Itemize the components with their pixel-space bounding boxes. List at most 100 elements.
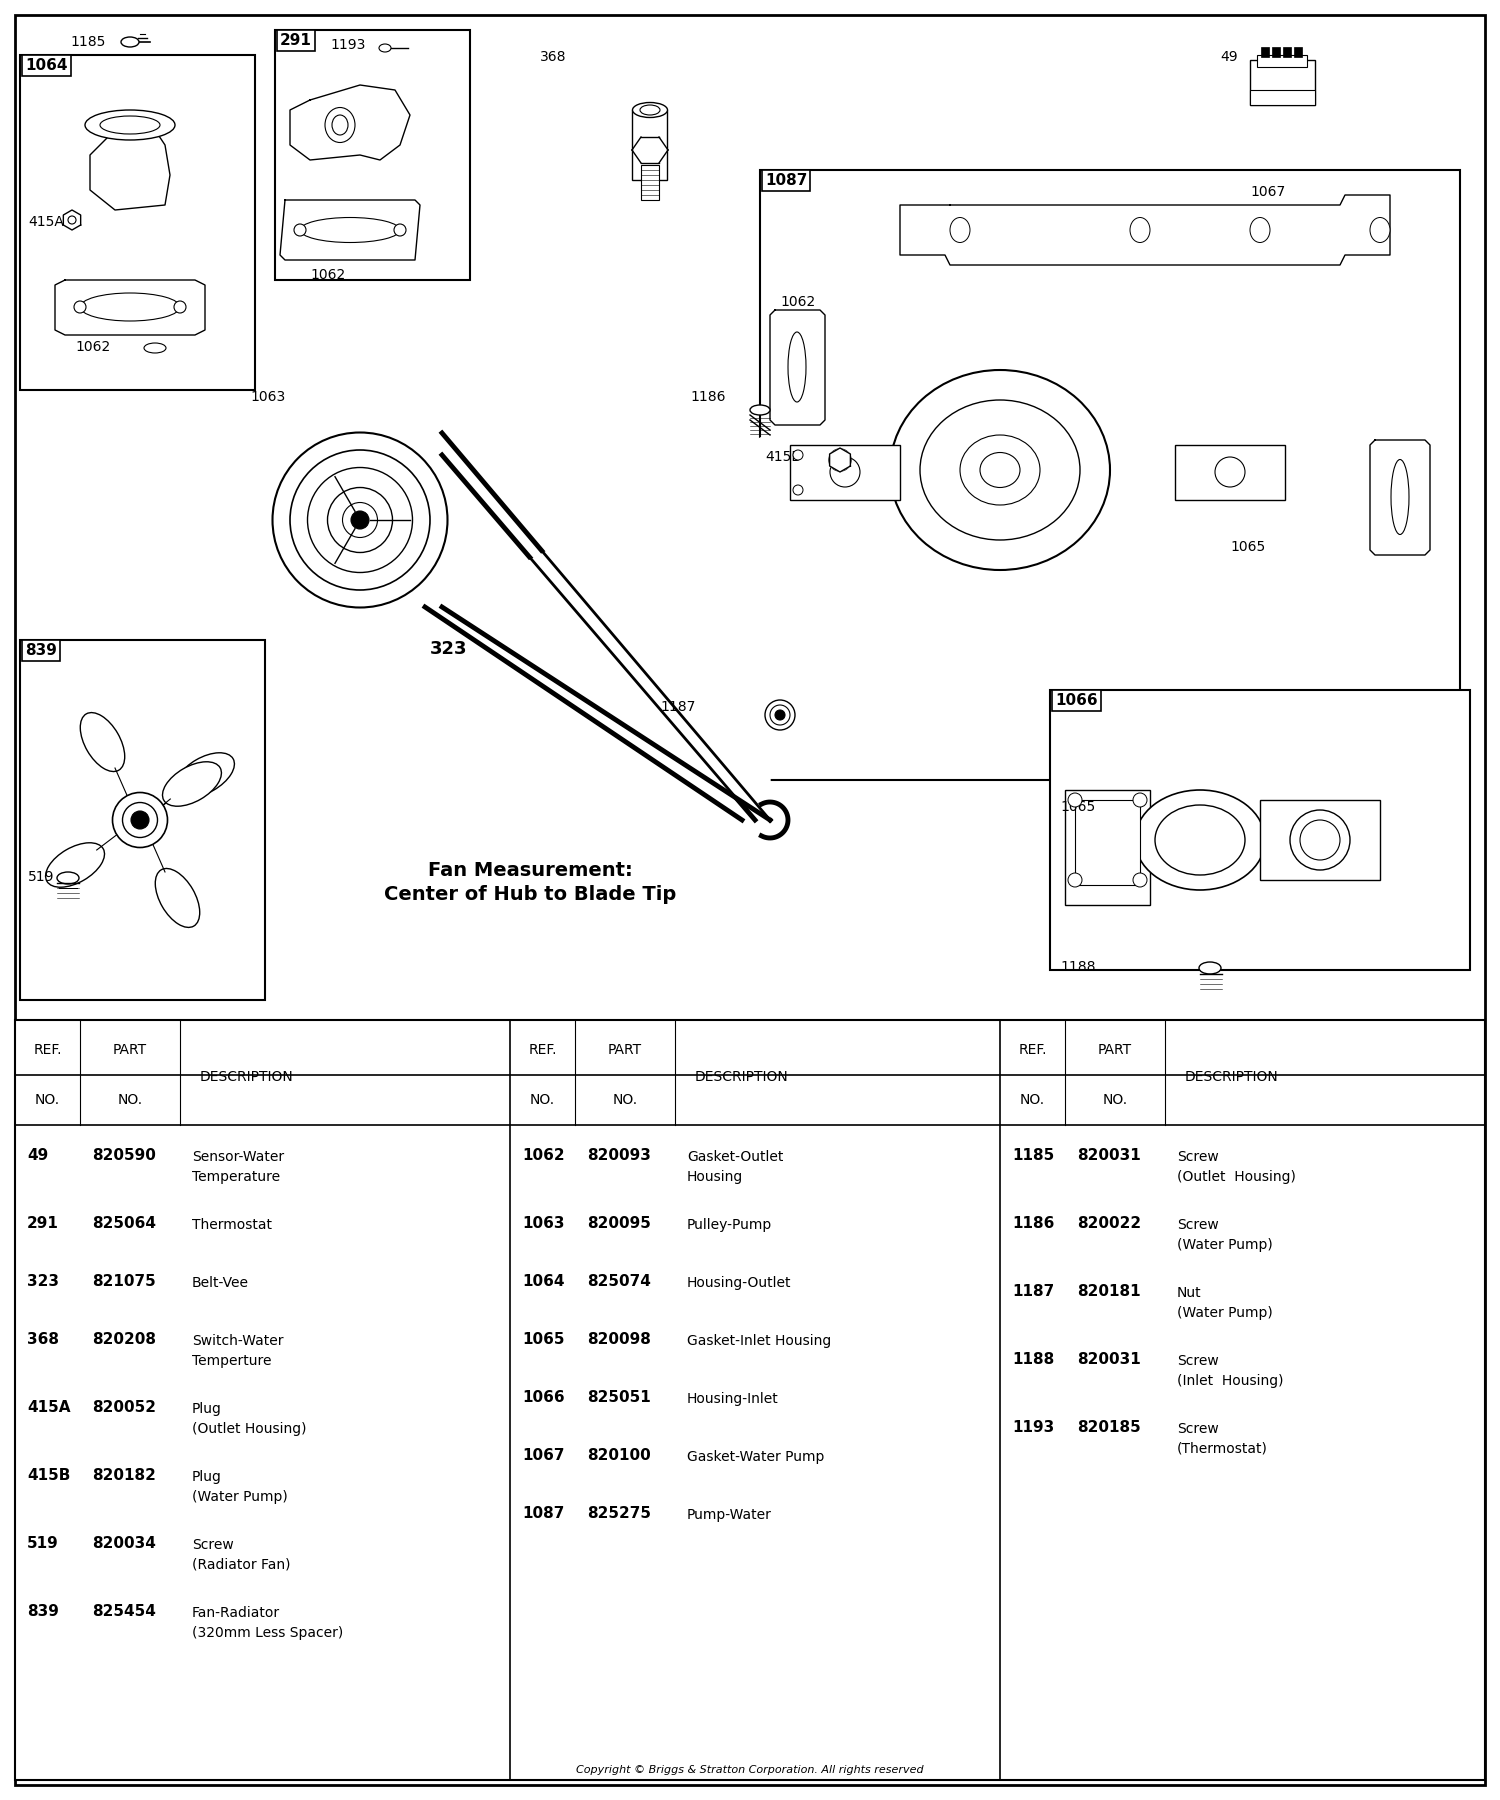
- Ellipse shape: [351, 511, 369, 529]
- Text: PART: PART: [112, 1042, 147, 1057]
- Ellipse shape: [1068, 794, 1082, 806]
- Ellipse shape: [980, 452, 1020, 488]
- Ellipse shape: [342, 502, 378, 538]
- Text: 1065: 1065: [1230, 540, 1264, 554]
- Text: Center of Hub to Blade Tip: Center of Hub to Blade Tip: [384, 886, 676, 904]
- Text: 1067: 1067: [522, 1449, 564, 1463]
- Ellipse shape: [80, 293, 180, 320]
- Text: 1187: 1187: [660, 700, 696, 715]
- Ellipse shape: [920, 400, 1080, 540]
- Ellipse shape: [950, 218, 970, 243]
- Text: Fan-Radiator: Fan-Radiator: [192, 1606, 280, 1620]
- Ellipse shape: [1370, 218, 1390, 243]
- Text: (Outlet Housing): (Outlet Housing): [192, 1422, 306, 1436]
- Bar: [640, 166, 658, 200]
- Text: Temperature: Temperature: [192, 1170, 280, 1184]
- Text: 1186: 1186: [690, 391, 726, 403]
- Ellipse shape: [273, 432, 447, 608]
- Text: DESCRIPTION: DESCRIPTION: [694, 1069, 789, 1084]
- Ellipse shape: [890, 371, 1110, 571]
- Text: Pump-Water: Pump-Water: [687, 1508, 772, 1523]
- Bar: [790, 445, 900, 500]
- Ellipse shape: [794, 484, 802, 495]
- Text: (Water Pump): (Water Pump): [1178, 1307, 1272, 1319]
- Text: Thermostat: Thermostat: [192, 1219, 272, 1231]
- Polygon shape: [56, 281, 206, 335]
- Ellipse shape: [1136, 790, 1264, 889]
- Ellipse shape: [788, 331, 806, 401]
- Ellipse shape: [176, 752, 234, 797]
- Text: Sensor-Water: Sensor-Water: [192, 1150, 284, 1165]
- Text: 415A: 415A: [28, 214, 64, 229]
- Text: REF.: REF.: [33, 1042, 62, 1057]
- Text: 1185: 1185: [70, 34, 105, 49]
- Bar: [1294, 47, 1302, 58]
- Text: 820052: 820052: [92, 1400, 156, 1415]
- Bar: [1250, 90, 1316, 104]
- Text: 820022: 820022: [1077, 1217, 1142, 1231]
- Bar: [274, 31, 470, 281]
- Ellipse shape: [1132, 873, 1148, 887]
- Text: 1066: 1066: [1054, 693, 1098, 707]
- Text: 1087: 1087: [765, 173, 807, 187]
- Bar: [20, 641, 266, 1001]
- Ellipse shape: [960, 436, 1040, 506]
- Polygon shape: [442, 434, 770, 821]
- Text: Pulley-Pump: Pulley-Pump: [687, 1219, 772, 1231]
- Text: 1065: 1065: [1060, 799, 1095, 814]
- Text: Fan Measurement:: Fan Measurement:: [427, 860, 633, 880]
- Bar: [15, 1021, 1485, 1780]
- Text: 820034: 820034: [92, 1537, 156, 1552]
- Text: 825275: 825275: [586, 1507, 651, 1521]
- Ellipse shape: [640, 104, 660, 115]
- Text: 820181: 820181: [1077, 1285, 1140, 1300]
- Ellipse shape: [1250, 218, 1270, 243]
- Text: 519: 519: [27, 1537, 58, 1552]
- Text: REF.: REF.: [528, 1042, 556, 1057]
- Polygon shape: [770, 310, 825, 425]
- Text: NO.: NO.: [612, 1093, 638, 1107]
- Text: 825074: 825074: [586, 1274, 651, 1289]
- Text: (Outlet  Housing): (Outlet Housing): [1178, 1170, 1296, 1184]
- Text: 1064: 1064: [522, 1274, 564, 1289]
- Ellipse shape: [380, 43, 392, 52]
- Text: 415B: 415B: [27, 1469, 70, 1483]
- Ellipse shape: [122, 38, 140, 47]
- Bar: [1272, 47, 1280, 58]
- Ellipse shape: [830, 457, 860, 488]
- Bar: [1257, 56, 1306, 67]
- Ellipse shape: [100, 115, 160, 133]
- Ellipse shape: [81, 713, 124, 772]
- Ellipse shape: [290, 450, 430, 590]
- Text: BRIGGS&STRATTON: BRIGGS&STRATTON: [438, 796, 741, 824]
- Ellipse shape: [1155, 805, 1245, 875]
- Text: 1187: 1187: [1013, 1285, 1054, 1300]
- Text: PART: PART: [1098, 1042, 1132, 1057]
- Text: DESCRIPTION: DESCRIPTION: [200, 1069, 294, 1084]
- Ellipse shape: [308, 468, 413, 572]
- Text: 49: 49: [27, 1148, 48, 1163]
- Ellipse shape: [1130, 218, 1150, 243]
- Ellipse shape: [57, 871, 80, 884]
- Text: 1062: 1062: [780, 295, 816, 310]
- Text: 1062: 1062: [522, 1148, 564, 1163]
- Text: (Radiator Fan): (Radiator Fan): [192, 1559, 291, 1571]
- Text: 415B: 415B: [765, 450, 801, 464]
- Text: (Water Pump): (Water Pump): [1178, 1238, 1272, 1253]
- Polygon shape: [1370, 439, 1430, 554]
- Text: 1067: 1067: [1250, 185, 1286, 200]
- Text: 820095: 820095: [586, 1217, 651, 1231]
- Ellipse shape: [1300, 821, 1340, 860]
- Text: 820185: 820185: [1077, 1420, 1140, 1436]
- Text: 820098: 820098: [586, 1332, 651, 1348]
- Text: 1188: 1188: [1013, 1352, 1054, 1368]
- Ellipse shape: [327, 488, 393, 553]
- Bar: [1282, 47, 1292, 58]
- Ellipse shape: [174, 301, 186, 313]
- Text: 825454: 825454: [92, 1604, 156, 1620]
- Ellipse shape: [68, 216, 76, 223]
- Text: 291: 291: [27, 1217, 58, 1231]
- Ellipse shape: [74, 301, 86, 313]
- Bar: [1065, 790, 1150, 905]
- Text: Temperture: Temperture: [192, 1354, 272, 1368]
